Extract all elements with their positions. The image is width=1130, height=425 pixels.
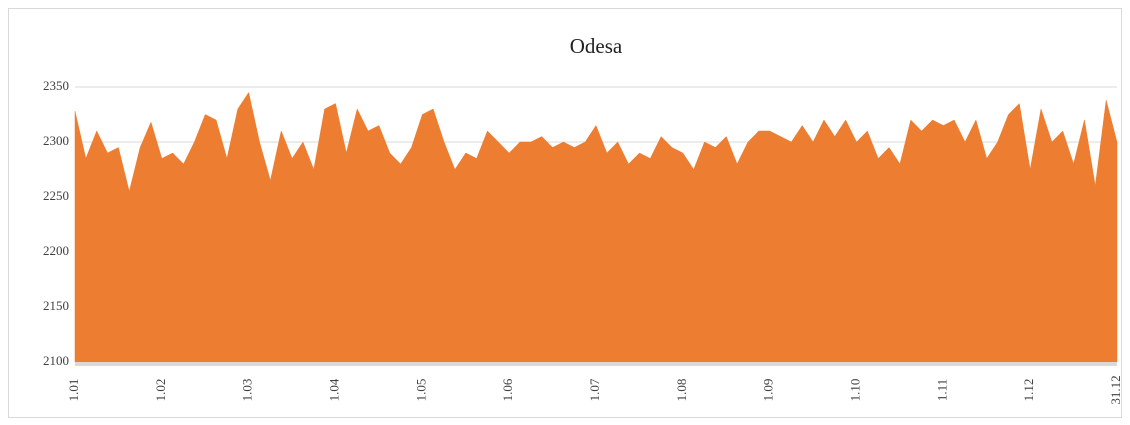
x-tick-label: 31.12 — [1108, 375, 1123, 404]
y-tick-label: 2150 — [43, 298, 69, 313]
x-tick-label: 1.09 — [761, 379, 776, 402]
x-tick-label: 1.02 — [153, 379, 168, 402]
x-tick-label: 1.04 — [326, 378, 341, 401]
chart-title: Odesa — [570, 34, 623, 58]
area — [74, 91, 1118, 363]
y-tick-label: 2300 — [43, 133, 69, 148]
y-tick-label: 2100 — [43, 353, 69, 368]
x-tick-label: 1.12 — [1021, 379, 1036, 402]
y-tick-label: 2250 — [43, 188, 69, 203]
x-tick-label: 1.01 — [66, 379, 81, 402]
x-tick-label: 1.06 — [500, 378, 515, 401]
x-axis — [75, 362, 1117, 366]
x-tick-label: 1.03 — [240, 379, 255, 402]
x-tick-label: 1.08 — [674, 379, 689, 402]
x-tick-label: 1.10 — [847, 379, 862, 402]
x-tick-label: 1.07 — [587, 378, 602, 401]
y-tick-label: 2350 — [43, 78, 69, 93]
y-tick-label: 2200 — [43, 243, 69, 258]
x-tick-label: 1.05 — [413, 379, 428, 402]
x-tick-label: 1.11 — [934, 379, 949, 401]
